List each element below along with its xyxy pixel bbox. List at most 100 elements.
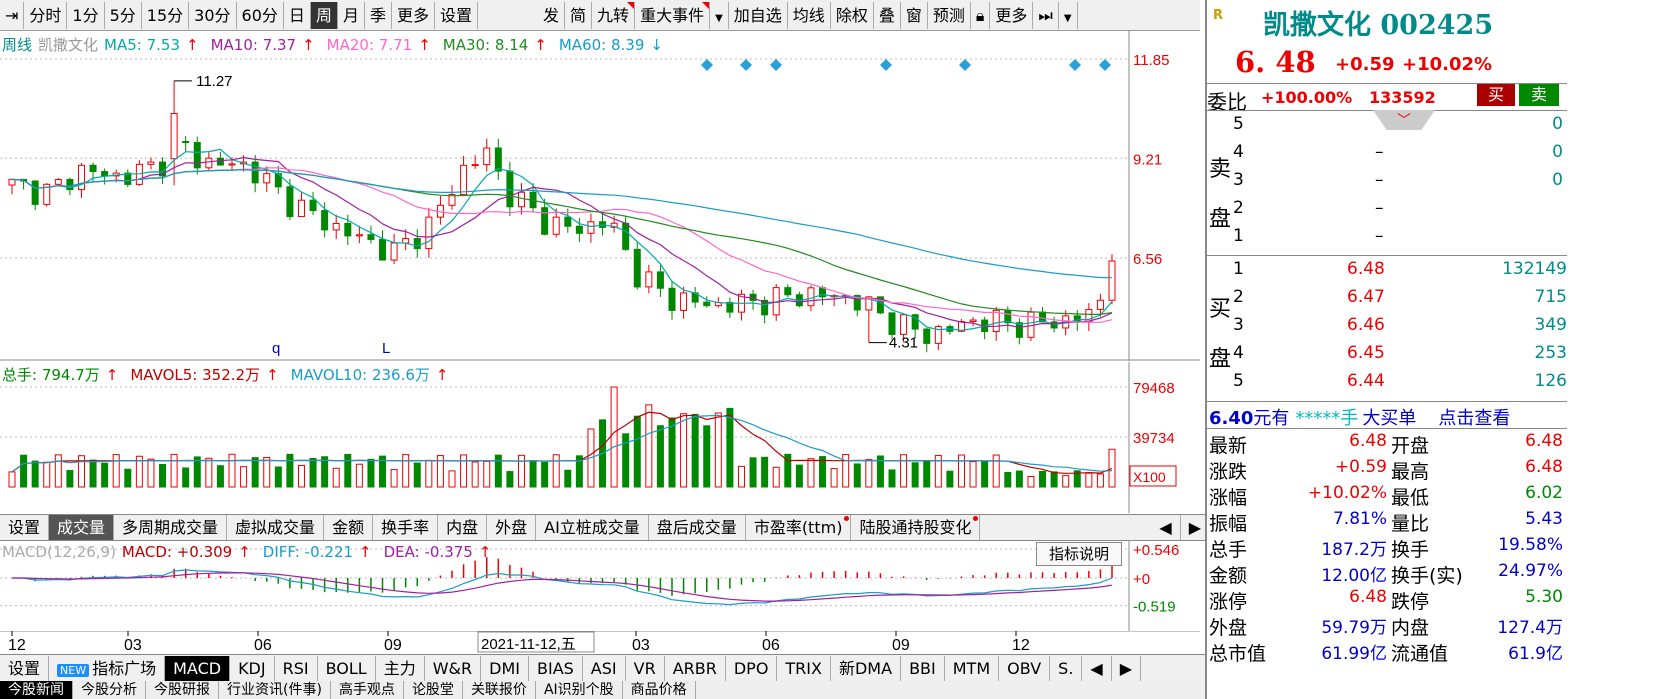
tab-s-more[interactable]: S. [1050, 655, 1083, 681]
period-15min[interactable]: 15分 [142, 1, 190, 29]
volume-bar [703, 425, 711, 488]
tab-bbi[interactable]: BBI [901, 655, 945, 681]
volume-bar [749, 457, 757, 488]
toolbar-simple[interactable]: 简 [565, 1, 593, 29]
toolbar-major-events[interactable]: 重大事件 [635, 1, 711, 29]
lock-icon[interactable]: 🔒︎ [971, 1, 991, 29]
volume-chart[interactable]: 79468 39734 X100 [0, 362, 1200, 513]
tab-trix[interactable]: TRIX [777, 655, 831, 681]
sell-button[interactable]: 卖 [1519, 84, 1559, 106]
tab-pe-ttm[interactable]: 市盈率(ttm) [746, 515, 852, 540]
chevron-down-icon[interactable]: ﹀ [1373, 110, 1435, 130]
volume-bar [367, 458, 375, 488]
indicator-explain-button[interactable]: 指标说明 [1036, 542, 1122, 566]
tab-kdj[interactable]: KDJ [230, 655, 275, 681]
tab-industry-news[interactable]: 行业资讯(件事) [219, 681, 331, 699]
volume-bar [159, 464, 167, 488]
candle-body [101, 171, 109, 177]
buy-button[interactable]: 买 [1477, 84, 1515, 106]
tab-obv[interactable]: OBV [999, 655, 1051, 681]
candlestick-chart[interactable]: 11.85 9.21 6.56 11.27 4.31 q L [0, 31, 1200, 361]
tab-after-hours-volume[interactable]: 盘后成交量 [649, 515, 746, 540]
period-month[interactable]: 月 [338, 1, 365, 29]
scroll-right-icon[interactable]: ▶ [1112, 655, 1142, 681]
event-diamond [1099, 59, 1111, 71]
tab-expert-views[interactable]: 高手观点 [331, 681, 404, 699]
period-60min[interactable]: 60分 [237, 1, 284, 29]
tab-dpo[interactable]: DPO [726, 655, 778, 681]
scroll-left-icon[interactable]: ◀ [1151, 515, 1181, 540]
tab-forum[interactable]: 论股堂 [404, 681, 463, 699]
tab-outer[interactable]: 外盘 [487, 515, 537, 540]
candle-body [216, 157, 224, 166]
period-5min[interactable]: 5分 [105, 1, 142, 29]
tab-virtual-volume[interactable]: 虚拟成交量 [227, 515, 325, 540]
tab-stock-research[interactable]: 今股研报 [146, 681, 219, 699]
tab-main-force[interactable]: 主力 [376, 655, 425, 681]
tab-turnover[interactable]: 换手率 [373, 515, 439, 540]
toolbar-settings[interactable]: 设置 [435, 1, 479, 29]
tab-asi[interactable]: ASI [583, 655, 626, 681]
divider [1207, 255, 1567, 256]
period-30min[interactable]: 30分 [189, 1, 237, 29]
weibi-value: +100.00% [1261, 88, 1353, 107]
tab-vol-settings[interactable]: 设置 [0, 515, 50, 540]
volume-bar [807, 458, 815, 488]
tab-inner[interactable]: 内盘 [438, 515, 488, 540]
tab-rsi[interactable]: RSI [275, 655, 318, 681]
tab-volume[interactable]: 成交量 [49, 515, 115, 540]
tab-indicator-square[interactable]: NEW 指标广场 [49, 655, 166, 681]
toolbar-add-watchlist[interactable]: 加自选 [729, 1, 788, 29]
toolbar-forecast[interactable]: 预测 [928, 1, 971, 29]
candle-body [610, 222, 618, 228]
toolbar-publish[interactable]: 发 [538, 1, 566, 29]
tab-ind-settings[interactable]: 设置 [0, 655, 50, 681]
scroll-left-icon[interactable]: ◀ [1082, 655, 1112, 681]
tab-northbound-holding[interactable]: 陆股通持股变化 [851, 515, 981, 540]
chevron-down-icon[interactable]: ▼ [710, 1, 729, 29]
toolbar-dropdown-icon[interactable]: ▼ [1059, 1, 1078, 29]
big-order-row[interactable]: 6.40元有 *****手 大买单 点击查看 [1209, 408, 1511, 429]
tab-wr[interactable]: W&R [425, 655, 482, 681]
toolbar-overlay[interactable]: 叠 [874, 1, 901, 29]
tab-new-dma[interactable]: 新DMA [831, 655, 902, 681]
tab-mtm[interactable]: MTM [945, 655, 1000, 681]
tab-stock-analysis[interactable]: 今股分析 [73, 681, 146, 699]
tab-stock-news[interactable]: 今股新闻 [0, 681, 73, 699]
toolbar-nine-turn[interactable]: 九转 [592, 1, 636, 29]
tab-ai-stock[interactable]: AI识别个股 [536, 681, 623, 699]
toolbar-ma[interactable]: 均线 [788, 1, 831, 29]
period-week[interactable]: 周 [310, 1, 338, 29]
toolbar-more-right[interactable]: 更多 [990, 1, 1034, 29]
macd-chart[interactable]: +0.546 +0 -0.519 [0, 541, 1200, 631]
volume-bar [425, 459, 433, 488]
tab-arbr[interactable]: ARBR [665, 655, 726, 681]
tab-macd[interactable]: MACD [165, 655, 231, 681]
candle-body [379, 238, 387, 261]
period-day[interactable]: 日 [284, 1, 311, 29]
tab-commodity-price[interactable]: 商品价格 [623, 681, 696, 699]
volume-bar [1073, 470, 1081, 488]
event-diamond [880, 59, 892, 71]
tab-multi-period-volume[interactable]: 多周期成交量 [114, 515, 228, 540]
period-quarter[interactable]: 季 [365, 1, 392, 29]
tab-bias[interactable]: BIAS [529, 655, 583, 681]
period-intraday[interactable]: 分时 [24, 1, 68, 29]
toolbar-exright[interactable]: 除权 [831, 1, 874, 29]
volume-bar [147, 458, 155, 488]
tab-amount[interactable]: 金额 [324, 515, 374, 540]
tab-ai-volume[interactable]: AI立桩成交量 [536, 515, 649, 540]
toolbar-nav-icon[interactable]: ⇥ [0, 1, 25, 29]
toolbar-window[interactable]: 窗 [901, 1, 928, 29]
volume-bar [101, 462, 109, 488]
period-more[interactable]: 更多 [392, 1, 435, 29]
tab-boll[interactable]: BOLL [318, 655, 376, 681]
tab-vr[interactable]: VR [626, 655, 665, 681]
macd-tick-label: +0.546 [1133, 542, 1179, 559]
tab-related-quotes[interactable]: 关联报价 [463, 681, 536, 699]
period-1min[interactable]: 1分 [67, 1, 105, 29]
skip-end-icon[interactable]: ⏭ [1033, 1, 1059, 29]
tab-dmi[interactable]: DMI [481, 655, 529, 681]
candle-body [494, 147, 502, 172]
volume-bar [483, 460, 491, 488]
